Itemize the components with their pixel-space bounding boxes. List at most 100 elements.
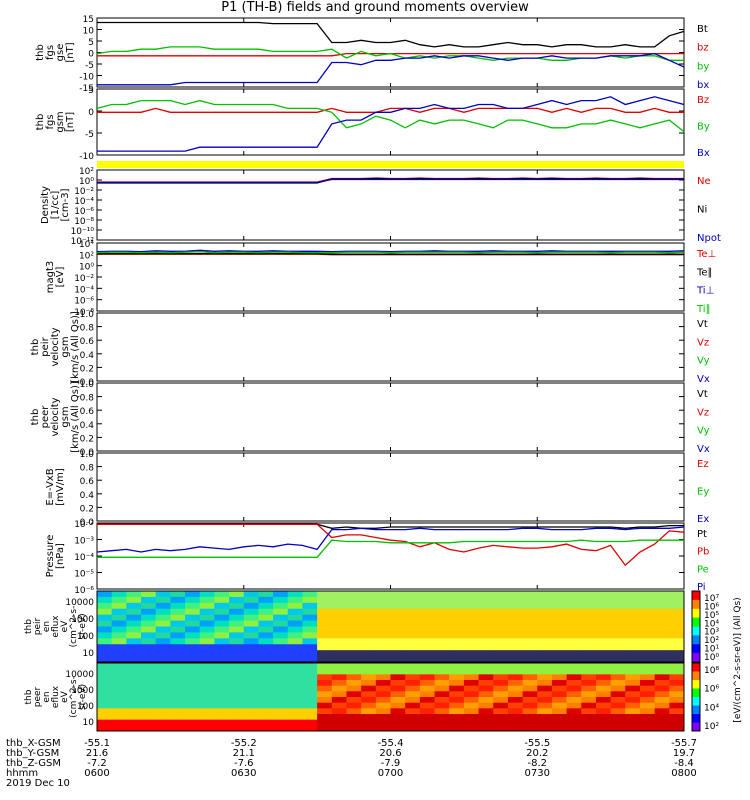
spectrogram-cell bbox=[419, 719, 436, 726]
spectrogram-cell bbox=[566, 620, 582, 627]
spectrogram-cell bbox=[185, 650, 201, 657]
spectrogram-cell bbox=[639, 708, 656, 715]
spectrogram-cell bbox=[434, 650, 450, 657]
spectrogram-cell bbox=[229, 702, 245, 709]
y-axis-label: (cm^2-s- bbox=[69, 606, 79, 648]
spectrogram-cell bbox=[126, 714, 142, 721]
y-axis-label: [km/s (All Qs)] bbox=[70, 381, 81, 453]
spectrogram-cell bbox=[654, 620, 670, 627]
spectrogram-cell bbox=[317, 668, 333, 675]
spectrogram-cell bbox=[639, 626, 656, 633]
spectrogram-cell bbox=[566, 608, 582, 616]
spectrogram-cell bbox=[507, 663, 524, 670]
time-tick-label: 0630 bbox=[231, 768, 256, 779]
spectrogram-cell bbox=[639, 702, 656, 709]
spectrogram-cell bbox=[610, 674, 626, 681]
spectrogram-cell bbox=[229, 680, 245, 687]
spectrogram-cell bbox=[405, 626, 421, 633]
spectrogram-cell bbox=[97, 668, 113, 675]
spectrogram-cell bbox=[566, 674, 582, 681]
spectrogram-cell bbox=[566, 697, 582, 704]
spectrogram-cell bbox=[141, 656, 157, 663]
spectrogram-cell bbox=[302, 668, 318, 675]
series-line-Te∥ bbox=[97, 253, 684, 255]
spectrogram-cell bbox=[155, 725, 171, 732]
spectrogram-cell bbox=[419, 708, 436, 715]
spectrogram-cell bbox=[434, 596, 450, 604]
spectrogram-cell bbox=[537, 691, 553, 698]
spectrogram-cell bbox=[317, 674, 333, 681]
colorbar-segment bbox=[692, 688, 700, 698]
spectrogram-cell bbox=[654, 719, 670, 726]
spectrogram-cell bbox=[595, 702, 612, 709]
spectrogram-cell bbox=[610, 626, 626, 633]
spectrogram-cell bbox=[595, 663, 612, 670]
spectrogram-cell bbox=[243, 614, 259, 622]
spectrogram-cell bbox=[434, 620, 450, 627]
spectrogram-cell bbox=[214, 697, 230, 704]
colorbar-tick-label: 10² bbox=[704, 636, 719, 646]
colorbar-tick-label: 10² bbox=[704, 722, 719, 732]
y-tick-label: 10⁻⁶ bbox=[74, 207, 94, 217]
y-tick-label: 0.6 bbox=[80, 337, 95, 347]
colorbar-segment bbox=[692, 705, 700, 715]
spectrogram-cell bbox=[375, 674, 391, 681]
spectrogram-cell bbox=[625, 691, 641, 698]
spectrogram-cell bbox=[97, 614, 113, 622]
colorbar-segment bbox=[692, 635, 700, 645]
spectrogram-cell bbox=[229, 596, 245, 604]
spectrogram-cell bbox=[419, 685, 436, 692]
spectrogram-cell bbox=[595, 697, 612, 704]
spectrogram-cell bbox=[566, 591, 582, 598]
spectrogram-cell bbox=[346, 591, 362, 598]
spectrogram-cell bbox=[302, 656, 318, 663]
spectrogram-cell bbox=[581, 708, 597, 715]
spectrogram-cell bbox=[346, 602, 362, 610]
spectrogram-cell bbox=[185, 668, 201, 675]
spectrogram-cell bbox=[522, 674, 538, 681]
spectrogram-cell bbox=[199, 644, 215, 651]
spectrogram-cell bbox=[419, 591, 436, 598]
spectrogram-cell bbox=[507, 680, 524, 687]
spectrogram-cell bbox=[97, 608, 113, 616]
spectrogram-cell bbox=[302, 674, 318, 681]
spectrogram-cell bbox=[639, 620, 656, 627]
spectrogram-cell bbox=[346, 668, 362, 675]
spectrogram-cell bbox=[507, 614, 524, 622]
spectrogram-cell bbox=[331, 650, 347, 657]
spectrogram-cell bbox=[669, 668, 685, 675]
spectrogram-cell bbox=[654, 668, 670, 675]
spectrogram-cell bbox=[610, 602, 626, 610]
spectrogram-cell bbox=[390, 596, 406, 604]
spectrogram-cell bbox=[463, 656, 480, 663]
panel-frame bbox=[96, 452, 685, 522]
spectrogram-cell bbox=[229, 725, 245, 732]
spectrogram-cell bbox=[331, 725, 347, 732]
spectrogram-cell bbox=[170, 614, 186, 622]
spectrogram-cell bbox=[625, 591, 641, 598]
spectrogram-cell bbox=[493, 663, 509, 670]
colorbar-segment bbox=[692, 617, 700, 627]
spectrogram-cell bbox=[390, 632, 406, 639]
spectrogram-cell bbox=[375, 680, 391, 687]
colorbar-segment bbox=[692, 671, 700, 681]
spectrogram-cell bbox=[199, 626, 215, 633]
spectrogram-cell bbox=[346, 650, 362, 657]
spectrogram-cell bbox=[111, 719, 127, 726]
y-tick-label: 10⁻⁸ bbox=[74, 217, 94, 227]
spectrogram-cell bbox=[405, 697, 421, 704]
spectrogram-cell bbox=[566, 614, 582, 622]
spectrogram-cell bbox=[463, 708, 480, 715]
spectrogram-cell bbox=[449, 602, 465, 610]
spectrogram-cell bbox=[478, 632, 494, 639]
spectrogram-cell bbox=[566, 680, 582, 687]
spectrogram-cell bbox=[273, 697, 289, 704]
spectrogram-cell bbox=[346, 680, 362, 687]
spectrogram-cell bbox=[654, 702, 670, 709]
spectrogram-cell bbox=[302, 644, 318, 651]
spectrogram-cell bbox=[331, 668, 347, 675]
spectrogram-cell bbox=[669, 644, 685, 651]
spectrogram-cell bbox=[229, 602, 245, 610]
spectrogram-cell bbox=[126, 614, 142, 622]
y-tick-label: 10 bbox=[83, 27, 95, 37]
